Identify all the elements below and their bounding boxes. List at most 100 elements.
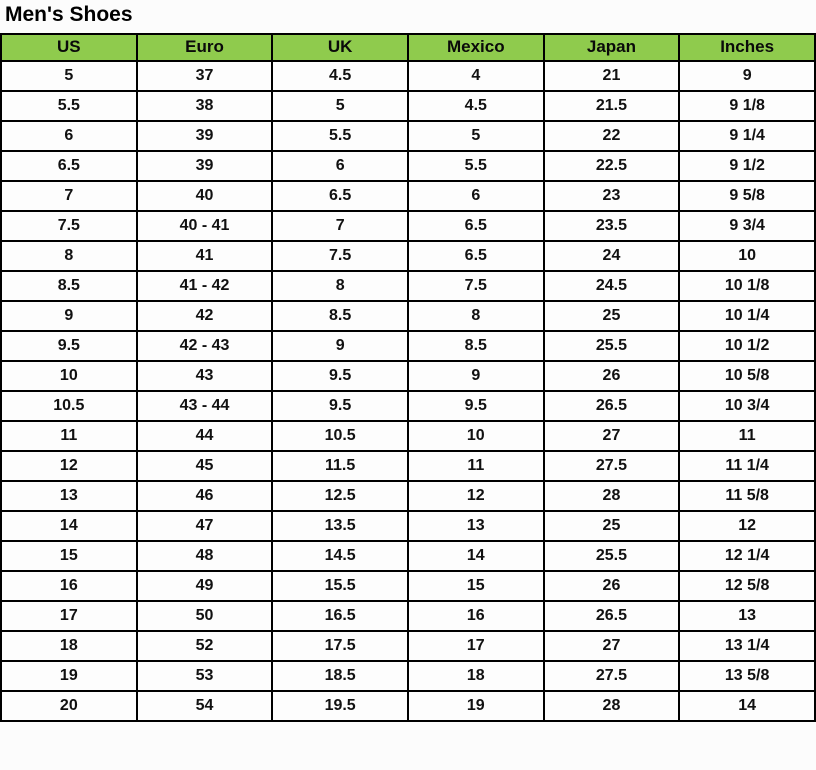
table-cell: 25 <box>542 300 681 332</box>
table-cell: 10 <box>0 360 138 392</box>
table-cell: 15.5 <box>271 570 409 602</box>
table-cell: 23 <box>542 180 681 212</box>
column-header-mexico: Mexico <box>406 33 545 62</box>
table-cell: 9 5/8 <box>678 180 816 212</box>
table-cell: 42 <box>135 300 274 332</box>
table-row: 10 43 9.5 9 26 10 5/8 <box>0 360 816 392</box>
table-cell: 53 <box>135 660 274 692</box>
table-cell: 5 <box>406 120 545 152</box>
table-cell: 40 - 41 <box>135 210 274 242</box>
table-cell: 16 <box>406 600 545 632</box>
table-cell: 52 <box>135 630 274 662</box>
table-cell: 25 <box>542 510 681 542</box>
table-cell: 6 <box>271 150 409 182</box>
table-cell: 11 <box>0 420 138 452</box>
table-cell: 44 <box>135 420 274 452</box>
table-cell: 10 5/8 <box>678 360 816 392</box>
table-cell: 47 <box>135 510 274 542</box>
table-cell: 10 <box>678 240 816 272</box>
table-cell: 41 - 42 <box>135 270 274 302</box>
table-cell: 6.5 <box>0 150 138 182</box>
table-cell: 5 <box>0 60 138 92</box>
table-cell: 6 <box>406 180 545 212</box>
table-cell: 38 <box>135 90 274 122</box>
column-header-inches: Inches <box>678 33 816 62</box>
table-cell: 12.5 <box>271 480 409 512</box>
table-row: 17 50 16.5 16 26.5 13 <box>0 600 816 632</box>
table-cell: 43 - 44 <box>135 390 274 422</box>
table-cell: 22.5 <box>542 150 681 182</box>
table-cell: 6.5 <box>406 240 545 272</box>
table-cell: 16.5 <box>271 600 409 632</box>
table-cell: 5.5 <box>406 150 545 182</box>
table-cell: 5.5 <box>271 120 409 152</box>
table-cell: 13 <box>406 510 545 542</box>
table-cell: 4.5 <box>406 90 545 122</box>
table-cell: 26 <box>542 360 681 392</box>
table-cell: 14 <box>678 690 816 722</box>
table-row: 11 44 10.5 10 27 11 <box>0 420 816 452</box>
table-cell: 8 <box>271 270 409 302</box>
table-cell: 17.5 <box>271 630 409 662</box>
table-cell: 7 <box>271 210 409 242</box>
table-cell: 10.5 <box>0 390 138 422</box>
header-row: US Euro UK Mexico Japan Inches <box>0 33 816 62</box>
table-row: 12 45 11.5 11 27.5 11 1/4 <box>0 450 816 482</box>
table-cell: 28 <box>542 480 681 512</box>
table-cell: 24 <box>542 240 681 272</box>
table-row: 7 40 6.5 6 23 9 5/8 <box>0 180 816 212</box>
table-cell: 7 <box>0 180 138 212</box>
shoe-size-conversion-table: US Euro UK Mexico Japan Inches 5 37 4.5 4 21 9 5.5 3… <box>0 33 816 722</box>
table-cell: 10 <box>406 420 545 452</box>
table-row: 13 46 12.5 12 28 11 5/8 <box>0 480 816 512</box>
table-cell: 13 1/4 <box>678 630 816 662</box>
table-cell: 13 <box>678 600 816 632</box>
page-title: Men's Shoes <box>5 3 133 26</box>
table-row: 9.5 42 - 43 9 8.5 25.5 10 1/2 <box>0 330 816 362</box>
table-cell: 12 <box>406 480 545 512</box>
table-cell: 9 <box>406 360 545 392</box>
table-cell: 10.5 <box>271 420 409 452</box>
table-cell: 22 <box>542 120 681 152</box>
table-cell: 10 1/2 <box>678 330 816 362</box>
column-header-japan: Japan <box>542 33 681 62</box>
table-cell: 8.5 <box>271 300 409 332</box>
table-cell: 9 1/2 <box>678 150 816 182</box>
table-cell: 9.5 <box>406 390 545 422</box>
table-cell: 9.5 <box>271 390 409 422</box>
table-cell: 8.5 <box>0 270 138 302</box>
table-cell: 39 <box>135 150 274 182</box>
table-cell: 21 <box>542 60 681 92</box>
table-cell: 6.5 <box>406 210 545 242</box>
table-cell: 17 <box>0 600 138 632</box>
table-cell: 40 <box>135 180 274 212</box>
table-cell: 14.5 <box>271 540 409 572</box>
table-cell: 11 5/8 <box>678 480 816 512</box>
table-cell: 9 <box>271 330 409 362</box>
table-cell: 17 <box>406 630 545 662</box>
table-cell: 4.5 <box>271 60 409 92</box>
table-cell: 14 <box>406 540 545 572</box>
table-row: 16 49 15.5 15 26 12 5/8 <box>0 570 816 602</box>
table-cell: 9.5 <box>271 360 409 392</box>
table-cell: 14 <box>0 510 138 542</box>
table-cell: 27.5 <box>542 450 681 482</box>
table-cell: 54 <box>135 690 274 722</box>
table-cell: 16 <box>0 570 138 602</box>
table-cell: 11 1/4 <box>678 450 816 482</box>
table-cell: 11.5 <box>271 450 409 482</box>
table-cell: 8 <box>0 240 138 272</box>
table-cell: 11 <box>678 420 816 452</box>
table-cell: 23.5 <box>542 210 681 242</box>
table-cell: 12 5/8 <box>678 570 816 602</box>
table-row: 18 52 17.5 17 27 13 1/4 <box>0 630 816 662</box>
table-row: 8.5 41 - 42 8 7.5 24.5 10 1/8 <box>0 270 816 302</box>
table-cell: 6.5 <box>271 180 409 212</box>
table-row: 5 37 4.5 4 21 9 <box>0 60 816 92</box>
table-cell: 26.5 <box>542 390 681 422</box>
table-cell: 19 <box>406 690 545 722</box>
table-cell: 12 <box>0 450 138 482</box>
table-cell: 37 <box>135 60 274 92</box>
table-cell: 13.5 <box>271 510 409 542</box>
table-cell: 10 1/8 <box>678 270 816 302</box>
